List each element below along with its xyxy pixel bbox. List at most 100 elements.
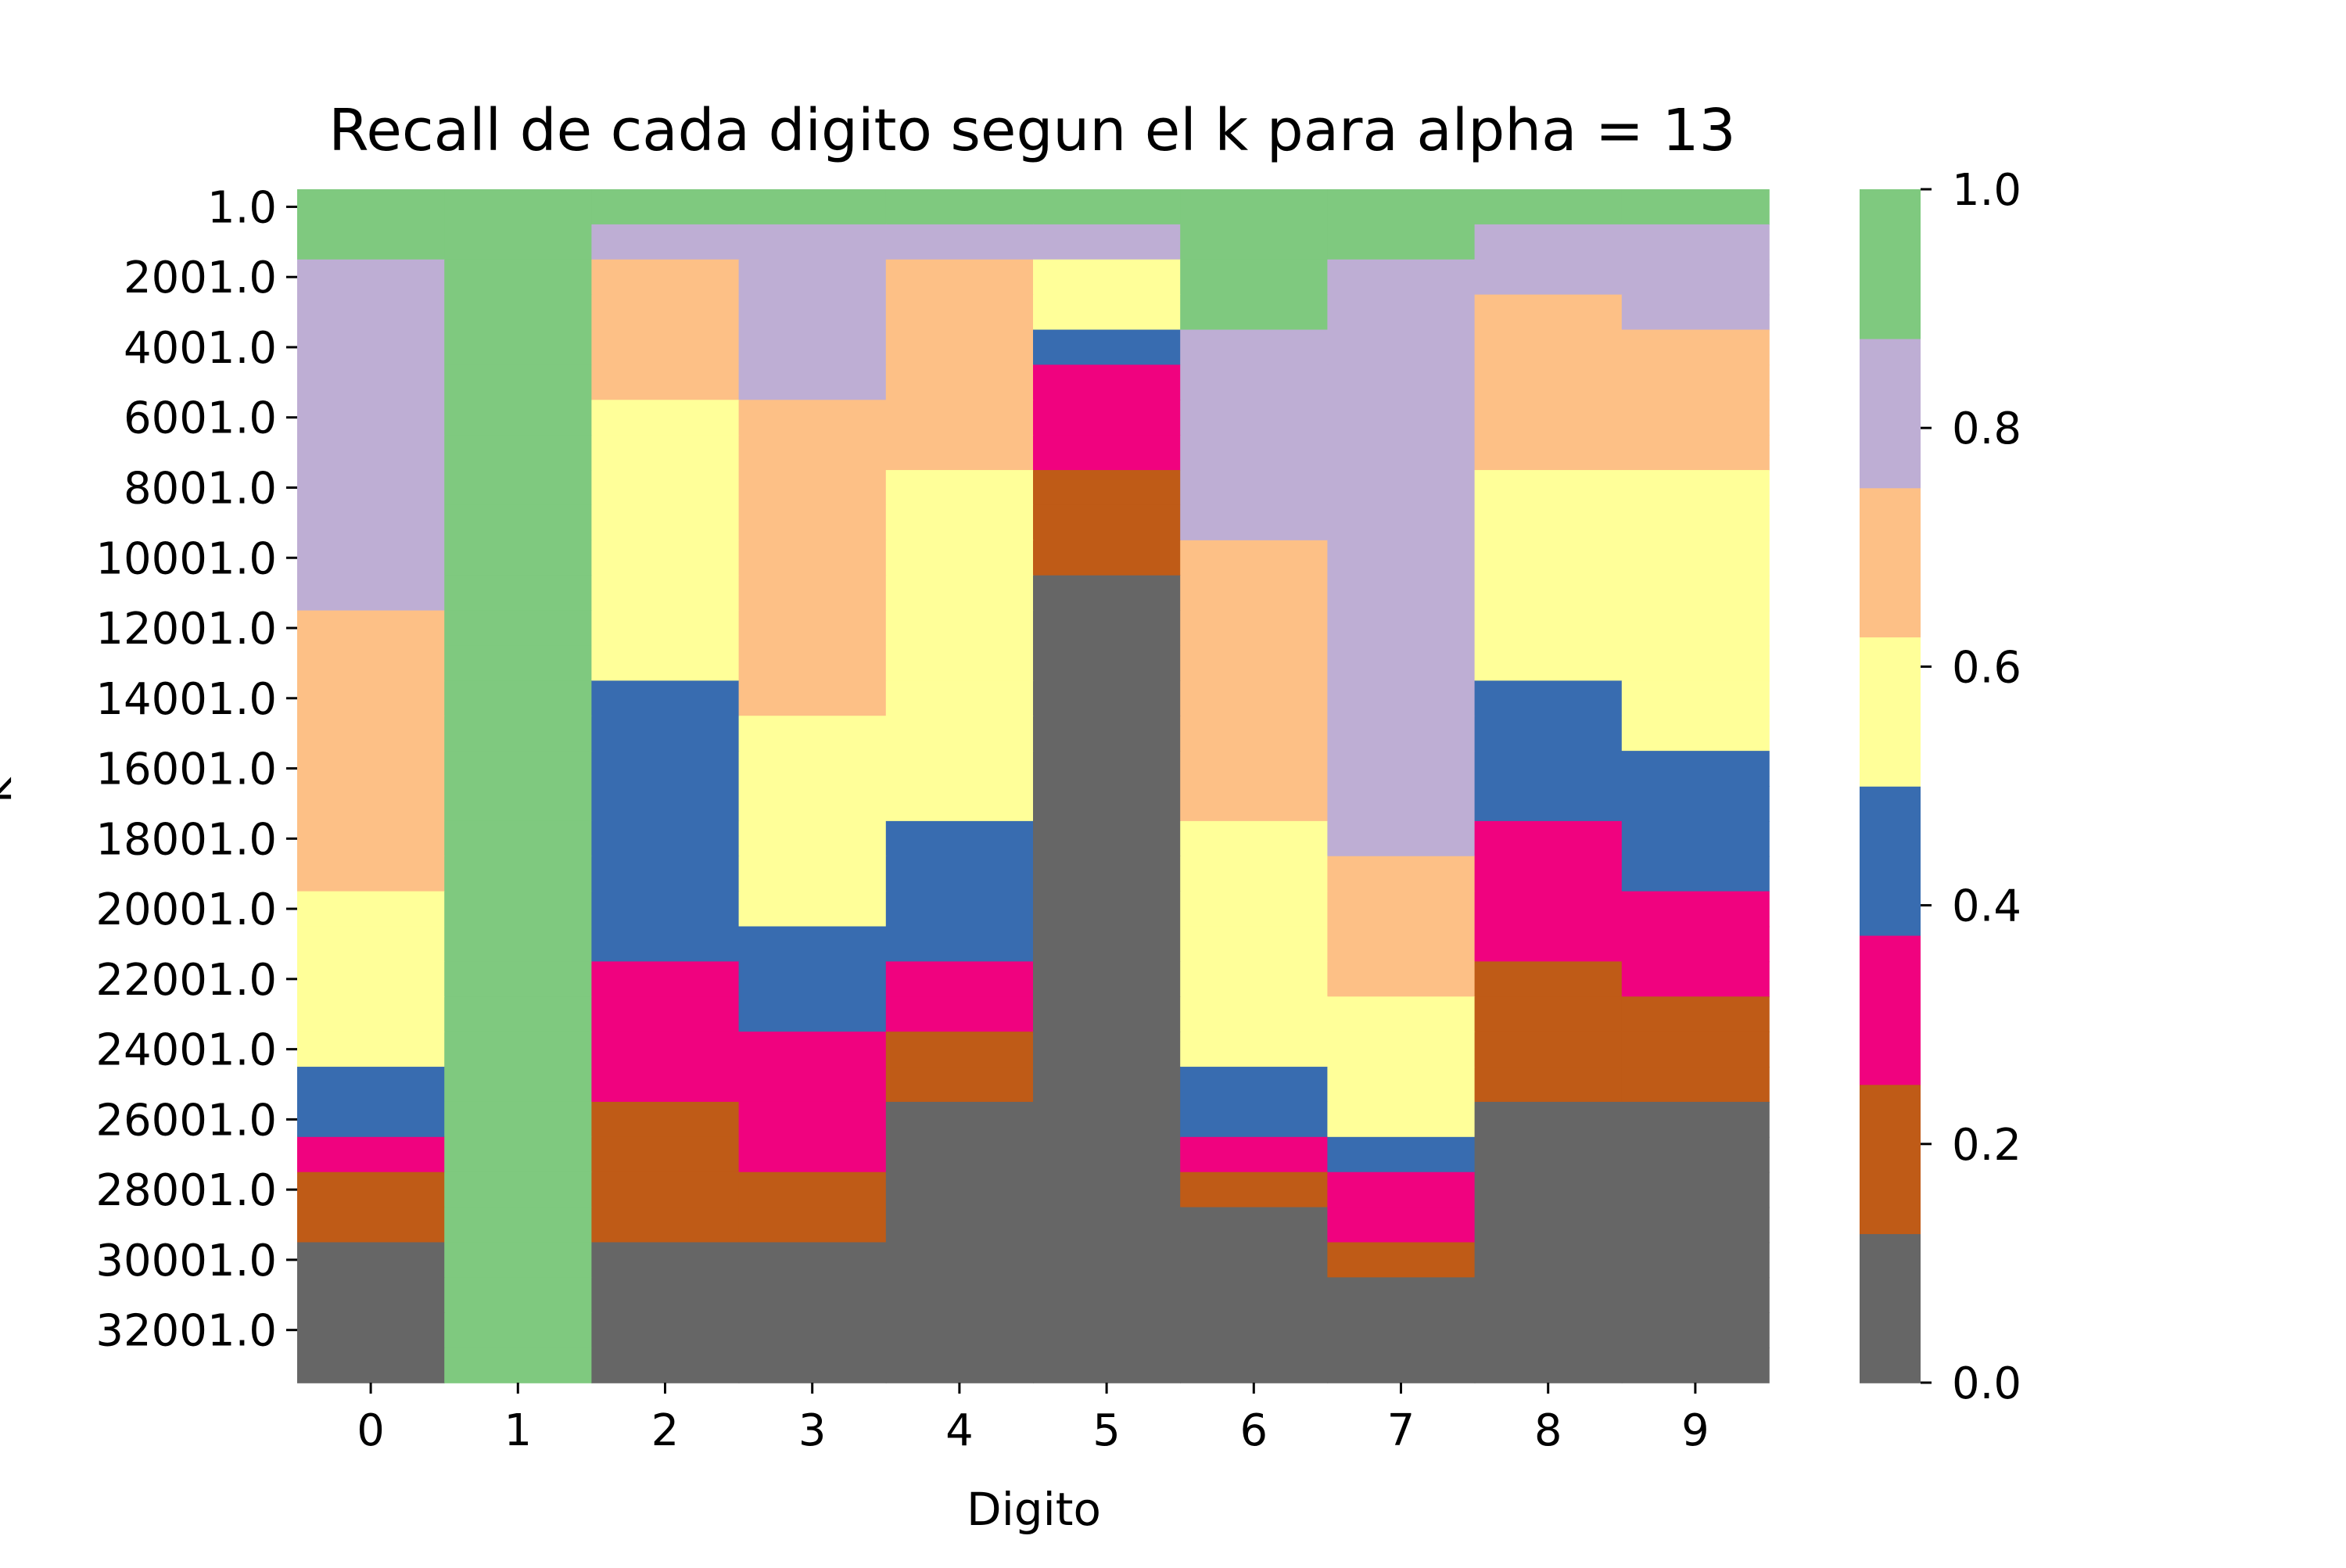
heatmap-cell [1033,610,1181,647]
heatmap-cell [297,1172,445,1208]
heatmap-cell [297,716,445,752]
heatmap-cell [1474,856,1623,892]
heatmap-cell [1474,1032,1623,1067]
heatmap-cell [297,1347,445,1383]
y-tick-label: 24001.0 [95,1025,277,1076]
chart-title: Recall de cada digito segun el k para al… [328,97,1735,164]
heatmap-cell [591,435,740,471]
heatmap-cell [1033,400,1181,436]
heatmap-cell [1621,820,1770,857]
heatmap-cell [1621,540,1770,576]
heatmap-cell [1474,1242,1623,1279]
heatmap-cell [591,1067,740,1103]
heatmap-cell [1621,224,1770,260]
heatmap-cell [1474,716,1623,752]
colorbar-tick-label: 0.2 [1952,1120,2021,1171]
heatmap-cell [1033,926,1181,963]
heatmap-cell [1327,786,1476,822]
heatmap-cell [1180,751,1329,787]
heatmap-cell [738,504,887,541]
heatmap-cell [1474,786,1623,822]
heatmap-cell [1180,820,1329,857]
heatmap-cell [444,961,593,998]
heatmap-cell [1621,329,1770,366]
heatmap-cell [1033,716,1181,752]
heatmap-cell [1033,680,1181,717]
heatmap-cell [1033,259,1181,296]
heatmap-cell [1621,1101,1770,1138]
heatmap-cell [591,504,740,541]
heatmap-cell [1474,540,1623,576]
heatmap-cell [1033,189,1181,225]
heatmap-cell [1327,575,1476,612]
heatmap-cell [1033,891,1181,928]
heatmap-cell [1474,189,1623,225]
heatmap-cell [1327,1032,1476,1067]
heatmap-cell [1474,435,1623,471]
heatmap-cell [738,1136,887,1173]
y-axis-label: k [0,777,22,803]
heatmap-cell [738,856,887,892]
heatmap-cell [1327,716,1476,752]
heatmap-cell [1033,996,1181,1032]
heatmap-cell [1327,470,1476,506]
heatmap-cell [738,645,887,682]
heatmap-cell [444,1067,593,1103]
heatmap-cell [1474,1312,1623,1348]
heatmap-cell [1033,1312,1181,1348]
heatmap-cell [591,1101,740,1138]
heatmap-cell [591,891,740,928]
heatmap-cell [591,751,740,787]
heatmap-cell [885,259,1034,296]
heatmap-cell [1474,1136,1623,1173]
heatmap-cell [1474,224,1623,260]
x-tick-label: 9 [1681,1405,1709,1456]
heatmap-cell [297,1277,445,1314]
heatmap-cell [1180,189,1329,225]
heatmap-cell [1180,716,1329,752]
heatmap-cell [1621,786,1770,822]
heatmap-cell [738,364,887,401]
y-tick-label: 28001.0 [95,1165,277,1216]
heatmap-cell [738,470,887,506]
heatmap-cell [1474,751,1623,787]
heatmap-cell [738,400,887,436]
heatmap-cell [1621,1032,1770,1067]
heatmap-cell [591,1347,740,1383]
heatmap-cell [885,435,1034,471]
heatmap-cell [297,294,445,331]
x-tick-label: 6 [1239,1405,1268,1456]
heatmap-cell [1474,470,1623,506]
heatmap-cell [591,856,740,892]
heatmap-cell [1033,820,1181,857]
heatmap-cell [591,1136,740,1173]
heatmap-cell [1180,470,1329,506]
heatmap-cell [591,400,740,436]
heatmap-cell [591,1207,740,1243]
heatmap-cell [1033,1277,1181,1314]
heatmap-cell [444,1101,593,1138]
y-tick-label: 32001.0 [95,1306,277,1357]
heatmap-cell [297,364,445,401]
heatmap-cell [444,189,593,225]
heatmap-cell [1474,504,1623,541]
heatmap-cell [1327,645,1476,682]
heatmap-cell [297,224,445,260]
heatmap-cell [1327,364,1476,401]
heatmap-cell [885,610,1034,647]
heatmap-cell [297,891,445,928]
heatmap-cell [1327,329,1476,366]
heatmap-cell [297,540,445,576]
heatmap-cell [738,680,887,717]
heatmap-cell [444,470,593,506]
heatmap-cell [1180,610,1329,647]
heatmap-cell [885,1312,1034,1348]
heatmap-cell [885,645,1034,682]
heatmap-cell [297,961,445,998]
heatmap-cell [591,329,740,366]
heatmap-cell [885,540,1034,576]
heatmap-cell [738,1172,887,1208]
heatmap-cell [1033,751,1181,787]
heatmap-cell [1327,680,1476,717]
heatmap-cell [444,1207,593,1243]
